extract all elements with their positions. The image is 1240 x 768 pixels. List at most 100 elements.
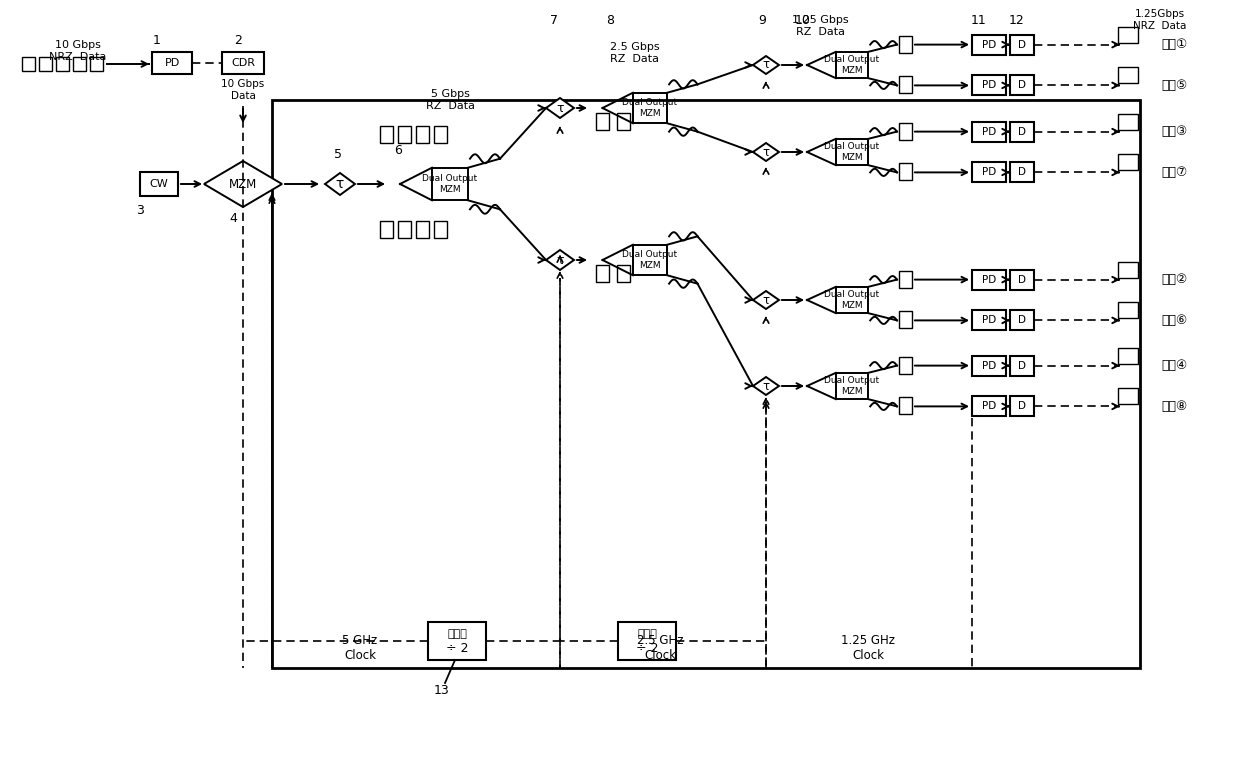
Bar — [398, 126, 410, 143]
Text: 分频器: 分频器 — [448, 629, 467, 639]
Text: PD: PD — [982, 40, 996, 50]
Bar — [899, 356, 911, 373]
Bar — [899, 397, 911, 415]
Bar — [1118, 27, 1138, 42]
Text: D: D — [1018, 81, 1025, 91]
Bar — [1011, 75, 1034, 95]
Bar — [899, 270, 911, 287]
Polygon shape — [753, 377, 779, 395]
Bar — [1118, 262, 1138, 277]
Bar — [1011, 310, 1034, 330]
Bar — [398, 221, 410, 238]
Bar — [140, 172, 179, 196]
Text: 10: 10 — [795, 14, 811, 27]
Text: MZM: MZM — [229, 177, 257, 190]
Text: PD: PD — [982, 402, 996, 412]
Text: Dual Output
MZM: Dual Output MZM — [825, 376, 879, 396]
Text: 5 Gbps
RZ  Data: 5 Gbps RZ Data — [425, 89, 475, 111]
Bar — [618, 113, 630, 130]
Text: τ: τ — [557, 101, 564, 114]
Text: 8: 8 — [606, 14, 614, 27]
Text: D: D — [1018, 316, 1025, 326]
Bar — [415, 221, 429, 238]
Bar — [899, 35, 911, 52]
Bar — [1011, 356, 1034, 376]
Bar — [899, 311, 911, 329]
Bar — [1011, 35, 1034, 55]
Text: PD: PD — [982, 275, 996, 285]
Text: CW: CW — [150, 179, 169, 189]
Bar — [1011, 121, 1034, 141]
Polygon shape — [325, 173, 355, 195]
Text: CDR: CDR — [231, 58, 255, 68]
Text: 2.5 GHz
Clock: 2.5 GHz Clock — [637, 634, 683, 662]
Text: 4: 4 — [229, 211, 237, 224]
Text: τ: τ — [763, 379, 770, 392]
Bar — [1118, 389, 1138, 405]
Bar — [434, 221, 446, 238]
Polygon shape — [753, 143, 779, 161]
Bar — [972, 396, 1006, 416]
Text: D: D — [1018, 361, 1025, 371]
Bar — [972, 162, 1006, 182]
Bar — [272, 100, 1140, 668]
Text: 6: 6 — [394, 144, 402, 157]
Bar — [434, 126, 446, 143]
Text: PD: PD — [982, 167, 996, 177]
Text: 9: 9 — [758, 14, 766, 27]
Bar — [1118, 114, 1138, 130]
Bar — [379, 221, 393, 238]
Text: 13: 13 — [434, 684, 450, 697]
Text: τ: τ — [557, 253, 564, 266]
Text: Dual Output
MZM: Dual Output MZM — [622, 250, 677, 270]
Bar — [1118, 348, 1138, 363]
Text: D: D — [1018, 275, 1025, 285]
Bar — [222, 52, 264, 74]
Text: 信道②: 信道② — [1162, 273, 1188, 286]
Bar — [1118, 154, 1138, 170]
Text: D: D — [1018, 40, 1025, 50]
Text: 5 GHz
Clock: 5 GHz Clock — [342, 634, 378, 662]
Bar — [972, 35, 1006, 55]
Text: 10 Gbps
NRZ  Data: 10 Gbps NRZ Data — [50, 40, 107, 61]
Bar — [38, 57, 52, 71]
Bar — [596, 265, 609, 282]
Text: 分频器: 分频器 — [637, 629, 657, 639]
Text: PD: PD — [982, 316, 996, 326]
Text: PD: PD — [165, 58, 180, 68]
Text: Dual Output
MZM: Dual Output MZM — [622, 98, 677, 118]
Text: D: D — [1018, 127, 1025, 137]
Bar — [1011, 162, 1034, 182]
Bar — [1118, 68, 1138, 84]
Text: ÷ 2: ÷ 2 — [636, 643, 658, 656]
Text: 2.5 Gbps
RZ  Data: 2.5 Gbps RZ Data — [610, 42, 660, 64]
Text: 1.25 GHz
Clock: 1.25 GHz Clock — [841, 634, 895, 662]
Text: 12: 12 — [1009, 14, 1025, 27]
Polygon shape — [753, 291, 779, 309]
Bar — [618, 265, 630, 282]
Text: τ: τ — [763, 145, 770, 158]
Text: 信道③: 信道③ — [1162, 125, 1188, 138]
Bar — [972, 270, 1006, 290]
Text: 1: 1 — [153, 34, 161, 47]
Text: ÷ 2: ÷ 2 — [445, 643, 469, 656]
Text: 5: 5 — [334, 147, 342, 161]
Text: 1.25 Gbps
RZ  Data: 1.25 Gbps RZ Data — [791, 15, 848, 37]
Text: 信道①: 信道① — [1162, 38, 1188, 51]
Bar — [899, 164, 911, 180]
Bar — [415, 126, 429, 143]
Text: 3: 3 — [136, 204, 144, 217]
Text: D: D — [1018, 167, 1025, 177]
Text: 信道⑦: 信道⑦ — [1162, 166, 1188, 179]
Bar — [1011, 270, 1034, 290]
Bar — [56, 57, 69, 71]
Text: 信道⑧: 信道⑧ — [1162, 400, 1188, 413]
Text: 信道⑥: 信道⑥ — [1162, 314, 1188, 327]
Text: 2: 2 — [234, 34, 242, 47]
Bar — [899, 123, 911, 140]
Text: 11: 11 — [971, 14, 987, 27]
Text: τ: τ — [763, 58, 770, 71]
Text: PD: PD — [982, 81, 996, 91]
Polygon shape — [753, 56, 779, 74]
Text: PD: PD — [982, 361, 996, 371]
